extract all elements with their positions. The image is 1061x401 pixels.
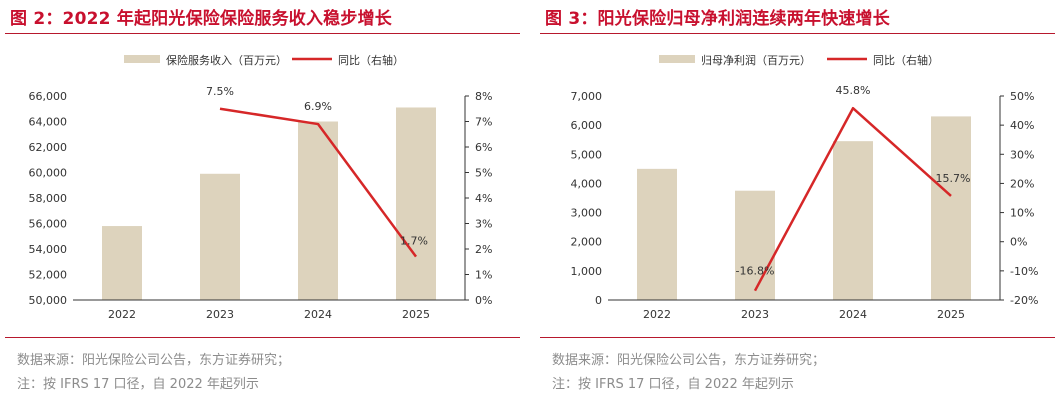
y-right-tick-label: -10%	[1010, 265, 1038, 278]
y-right-tick-label: -20%	[1010, 294, 1038, 307]
y-left-tick-label: 64,000	[29, 116, 68, 129]
title-rule	[540, 33, 1055, 34]
y-left-tick-label: 2,000	[571, 236, 603, 249]
bar	[200, 173, 240, 300]
y-left-tick-label: 50,000	[29, 294, 68, 307]
y-left-tick-label: 62,000	[29, 141, 68, 154]
x-tick-label: 2024	[304, 308, 332, 321]
footer-rule	[5, 337, 520, 338]
y-right-tick-label: 5%	[475, 167, 492, 180]
legend-line-label: 同比（右轴）	[873, 53, 939, 67]
bar	[637, 168, 677, 300]
revenue-chart: 保险服务收入（百万元） 同比（右轴） 50,000 52,000 54,000 56,00…	[29, 53, 493, 321]
y-right-tick-label: 4%	[475, 192, 492, 205]
y-right-tick-label: 50%	[1010, 90, 1034, 103]
y-right-tick-label: 0%	[1010, 236, 1027, 249]
footer-rule	[540, 337, 1055, 338]
legend-bar-label: 归母净利润（百万元）	[701, 53, 811, 67]
x-tick-label: 2024	[839, 308, 867, 321]
legend-line-label: 同比（右轴）	[338, 53, 404, 67]
bar	[298, 121, 338, 300]
chart-title: 图 3：阳光保险归母净利润连续两年快速增长	[545, 9, 890, 29]
x-tick-label: 2022	[108, 308, 136, 321]
y-right-tick-label: 30%	[1010, 148, 1034, 161]
bar	[735, 190, 775, 300]
y-left-tick-label: 7,000	[571, 90, 603, 103]
y-right-tick-label: 20%	[1010, 177, 1034, 190]
data-label: 7.5%	[206, 85, 234, 98]
chart-title: 图 2：2022 年起阳光保险保险服务收入稳步增长	[10, 9, 392, 29]
data-label: 1.7%	[400, 235, 428, 248]
legend-bar-swatch	[124, 55, 160, 63]
y-right-tick-label: 7%	[475, 116, 492, 129]
y-left-tick-label: 58,000	[29, 192, 68, 205]
yoy-line	[219, 107, 418, 258]
chart-panel-net-profit: 图 3：阳光保险归母净利润连续两年快速增长 归母净利润（百万元） 同比（右轴） 0 1…	[540, 0, 1060, 401]
x-tick-label: 2023	[741, 308, 769, 321]
y-left-tick-label: 0	[595, 294, 602, 307]
y-right-tick-label: 3%	[475, 218, 492, 231]
title-rule	[5, 33, 520, 34]
bar	[396, 107, 436, 300]
source-text: 数据来源：阳光保险公司公告，东方证券研究；	[552, 353, 826, 368]
y-right-tick-label: 1%	[475, 269, 492, 282]
y-left-tick-label: 3,000	[571, 207, 603, 220]
y-right-tick-label: 40%	[1010, 119, 1034, 132]
y-right-tick-label: 10%	[1010, 207, 1034, 220]
y-left-tick-label: 52,000	[29, 269, 68, 282]
x-tick-label: 2023	[206, 308, 234, 321]
legend-bar-swatch	[659, 55, 695, 63]
bar	[833, 141, 873, 300]
y-left-tick-label: 5,000	[571, 148, 603, 161]
bar	[931, 116, 971, 301]
y-right-tick-label: 0%	[475, 294, 492, 307]
y-right-tick-label: 2%	[475, 243, 492, 256]
data-label: 6.9%	[304, 100, 332, 113]
data-label: 45.8%	[836, 84, 871, 97]
y-left-tick-label: 54,000	[29, 243, 68, 256]
note-text: 注：按 IFRS 17 口径，自 2022 年起列示	[552, 377, 794, 392]
legend-bar-label: 保险服务收入（百万元）	[166, 53, 287, 67]
data-label: -16.8%	[736, 265, 775, 278]
y-left-tick-label: 66,000	[29, 90, 68, 103]
net-profit-chart: 归母净利润（百万元） 同比（右轴） 0 1,000 2,000 3,000 4,000 5,0…	[571, 53, 1039, 321]
x-tick-label: 2025	[937, 308, 965, 321]
chart-panel-revenue: 图 2：2022 年起阳光保险保险服务收入稳步增长 保险服务收入（百万元） 同比（…	[5, 0, 525, 401]
data-label: 15.7%	[936, 172, 971, 185]
y-left-tick-label: 4,000	[571, 177, 603, 190]
y-left-tick-label: 60,000	[29, 167, 68, 180]
y-right-tick-label: 8%	[475, 90, 492, 103]
y-left-tick-label: 1,000	[571, 265, 603, 278]
y-left-tick-label: 6,000	[571, 119, 603, 132]
yoy-line	[753, 106, 952, 292]
note-text: 注：按 IFRS 17 口径，自 2022 年起列示	[17, 377, 259, 392]
x-tick-label: 2025	[402, 308, 430, 321]
x-tick-label: 2022	[643, 308, 671, 321]
y-left-tick-label: 56,000	[29, 218, 68, 231]
source-text: 数据来源：阳光保险公司公告，东方证券研究；	[17, 353, 291, 368]
y-right-tick-label: 6%	[475, 141, 492, 154]
bar	[102, 226, 142, 300]
